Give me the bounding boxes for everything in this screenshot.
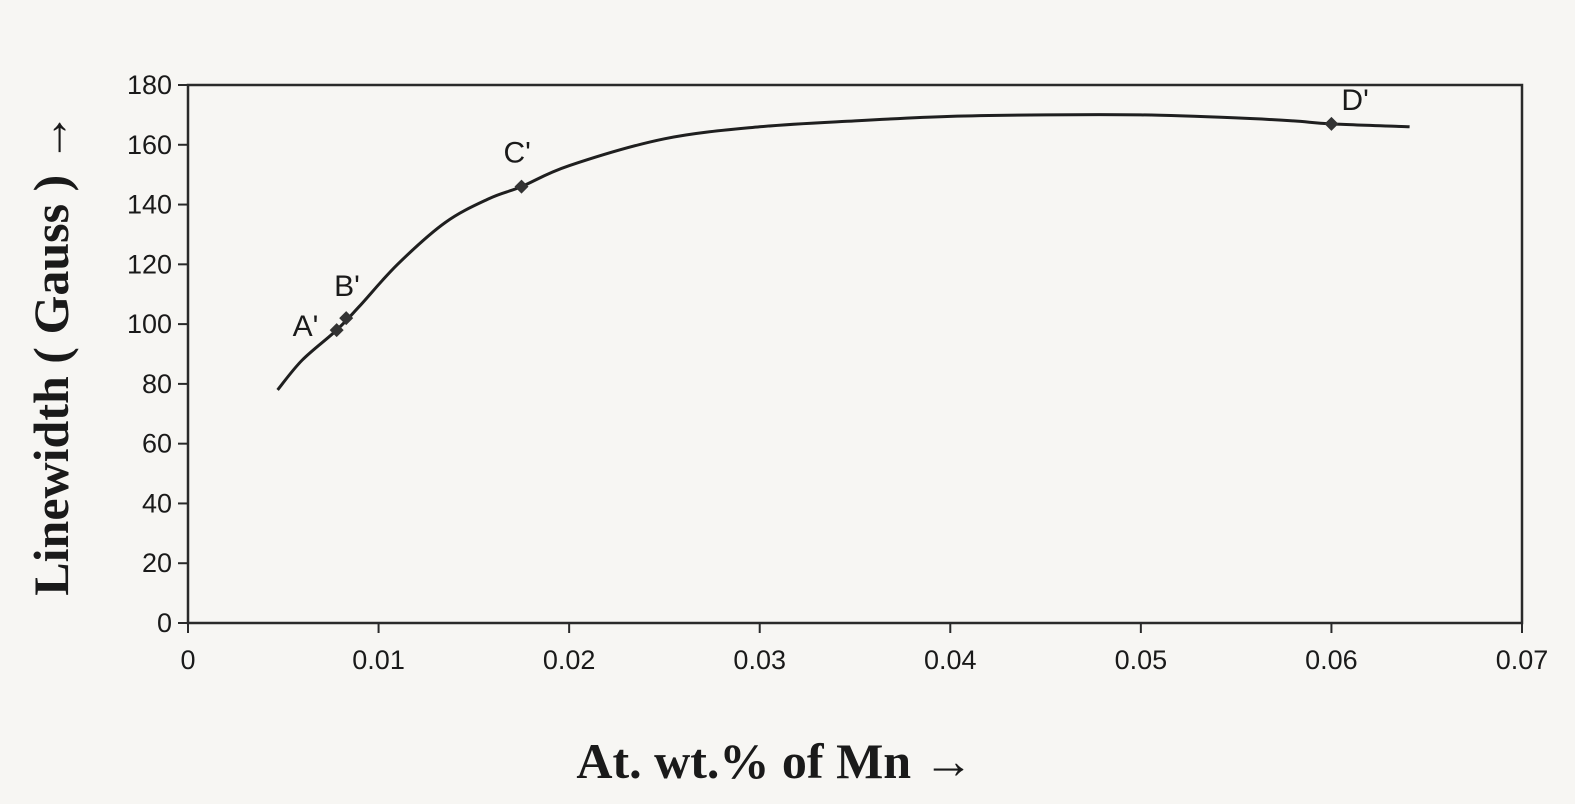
y-tick-label: 40 — [142, 488, 172, 518]
y-tick-label: 100 — [127, 309, 172, 339]
x-tick-label: 0.04 — [924, 645, 977, 675]
x-tick-label: 0.02 — [543, 645, 596, 675]
plot-area — [186, 83, 1524, 625]
y-tick-label: 160 — [127, 130, 172, 160]
x-axis-title: At. wt.% of Mn → — [576, 733, 973, 789]
x-tick-label: 0.05 — [1115, 645, 1168, 675]
x-axis-ticks: 0 0.01 0.02 0.03 0.04 0.05 0.06 0.07 — [180, 623, 1548, 675]
x-tick-label: 0 — [180, 645, 195, 675]
y-tick-label: 120 — [127, 249, 172, 279]
y-tick-label: 60 — [142, 429, 172, 459]
x-tick-label: 0.06 — [1305, 645, 1358, 675]
data-point-label: A' — [293, 310, 319, 343]
data-point-label: C' — [504, 137, 531, 170]
data-point-marker — [329, 323, 344, 338]
y-axis-ticks: 0 20 40 60 80 100 120 140 160 180 — [127, 70, 188, 638]
y-tick-label: 80 — [142, 369, 172, 399]
y-tick-label: 180 — [127, 70, 172, 100]
data-point-marker — [514, 179, 529, 194]
y-tick-label: 0 — [157, 608, 172, 638]
data-point-label: B' — [334, 270, 360, 303]
data-point-marker — [339, 311, 354, 326]
linewidth-curve — [276, 113, 1410, 391]
x-tick-label: 0.03 — [733, 645, 786, 675]
data-points: A' B' C' D' — [293, 84, 1369, 343]
x-tick-label: 0.01 — [352, 645, 405, 675]
data-point-label: D' — [1341, 84, 1368, 117]
data-point-marker — [1324, 116, 1339, 131]
x-tick-label: 0.07 — [1496, 645, 1549, 675]
y-axis-title: Linewidth ( Gauss ) → — [23, 112, 79, 595]
y-tick-label: 20 — [142, 548, 172, 578]
y-tick-label: 140 — [127, 190, 172, 220]
